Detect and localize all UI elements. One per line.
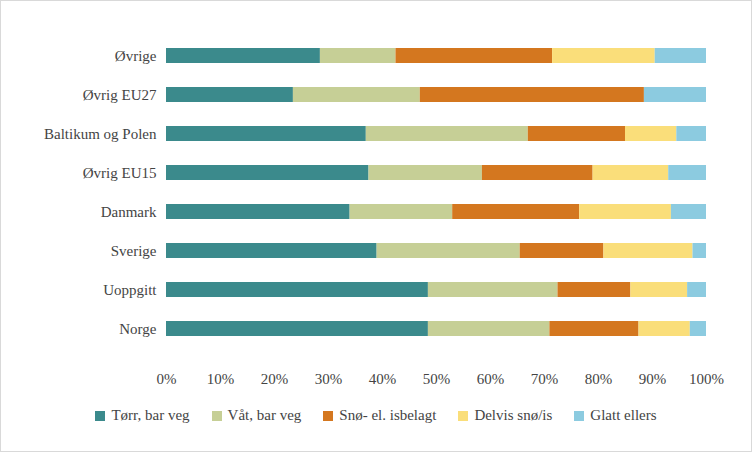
svg-text:Sverige: Sverige — [111, 243, 157, 259]
svg-text:20%: 20% — [261, 371, 289, 387]
svg-text:Øvrig EU27: Øvrig EU27 — [83, 87, 157, 103]
html-text:Våt, bar veg: Våt, bar veg — [227, 407, 302, 423]
svg-text:10%: 10% — [207, 371, 235, 387]
html-text:Glatt ellers: Glatt ellers — [590, 407, 657, 423]
html-text:Tørr, bar veg: Tørr, bar veg — [111, 407, 190, 423]
svg-text:Danmark: Danmark — [101, 204, 157, 220]
svg-text:100%: 100% — [689, 371, 724, 387]
svg-text:Norge: Norge — [119, 321, 157, 337]
svg-text:50%: 50% — [423, 371, 451, 387]
html-text:Delvis snø/is: Delvis snø/is — [474, 407, 553, 423]
html-text:Snø- el. isbelagt: Snø- el. isbelagt — [339, 407, 437, 423]
svg-text:70%: 70% — [531, 371, 559, 387]
svg-text:Øvrige: Øvrige — [115, 48, 157, 64]
svg-text:Uoppgitt: Uoppgitt — [103, 282, 157, 298]
svg-text:60%: 60% — [477, 371, 505, 387]
svg-text:Baltikum og Polen: Baltikum og Polen — [44, 126, 157, 142]
svg-text:0%: 0% — [157, 371, 177, 387]
svg-text:40%: 40% — [369, 371, 397, 387]
svg-text:Øvrig EU15: Øvrig EU15 — [83, 165, 157, 181]
svg-text:90%: 90% — [639, 371, 667, 387]
svg-text:30%: 30% — [315, 371, 343, 387]
svg-text:80%: 80% — [585, 371, 613, 387]
